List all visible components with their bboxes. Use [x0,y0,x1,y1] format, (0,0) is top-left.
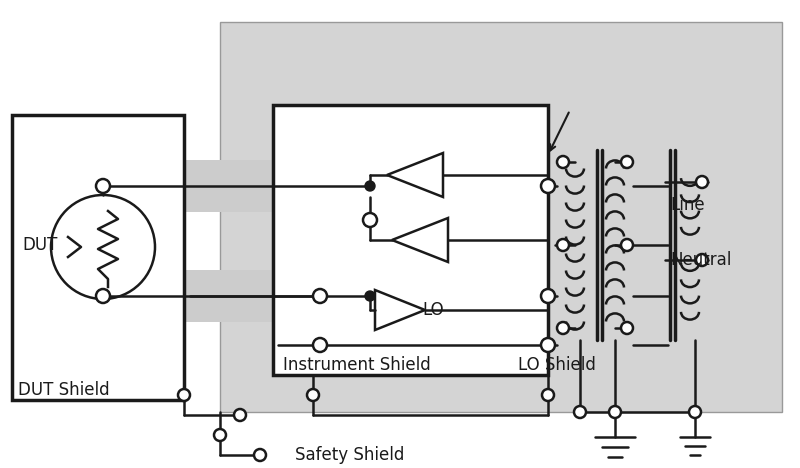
Circle shape [313,289,327,303]
Circle shape [557,239,569,251]
Circle shape [696,254,708,266]
Text: DUT: DUT [22,236,58,254]
Circle shape [214,429,226,441]
Circle shape [696,176,708,188]
Circle shape [365,181,375,191]
Circle shape [363,213,377,227]
Circle shape [541,338,555,352]
Circle shape [574,406,586,418]
Circle shape [96,179,110,193]
Circle shape [307,389,319,401]
Circle shape [254,449,266,461]
Circle shape [541,179,555,193]
Circle shape [541,289,555,303]
Circle shape [234,409,246,421]
Text: Line: Line [670,196,705,214]
Text: Neutral: Neutral [670,251,731,269]
Circle shape [689,406,701,418]
Text: Safety Shield: Safety Shield [295,446,404,464]
Circle shape [557,156,569,168]
Bar [12,115,184,400]
Circle shape [621,322,633,334]
Bar [273,105,548,375]
Circle shape [542,389,554,401]
Bar [220,22,782,412]
Circle shape [51,195,155,299]
Circle shape [365,291,375,301]
Circle shape [609,406,621,418]
Circle shape [557,322,569,334]
Circle shape [96,289,110,303]
Text: Instrument Shield: Instrument Shield [283,356,430,374]
Text: LO: LO [422,301,444,319]
Circle shape [178,389,190,401]
Circle shape [313,338,327,352]
Text: LO Shield: LO Shield [518,356,596,374]
Text: DUT Shield: DUT Shield [18,381,110,399]
FancyBboxPatch shape [100,160,378,212]
Circle shape [621,239,633,251]
FancyBboxPatch shape [100,270,378,322]
Circle shape [621,156,633,168]
